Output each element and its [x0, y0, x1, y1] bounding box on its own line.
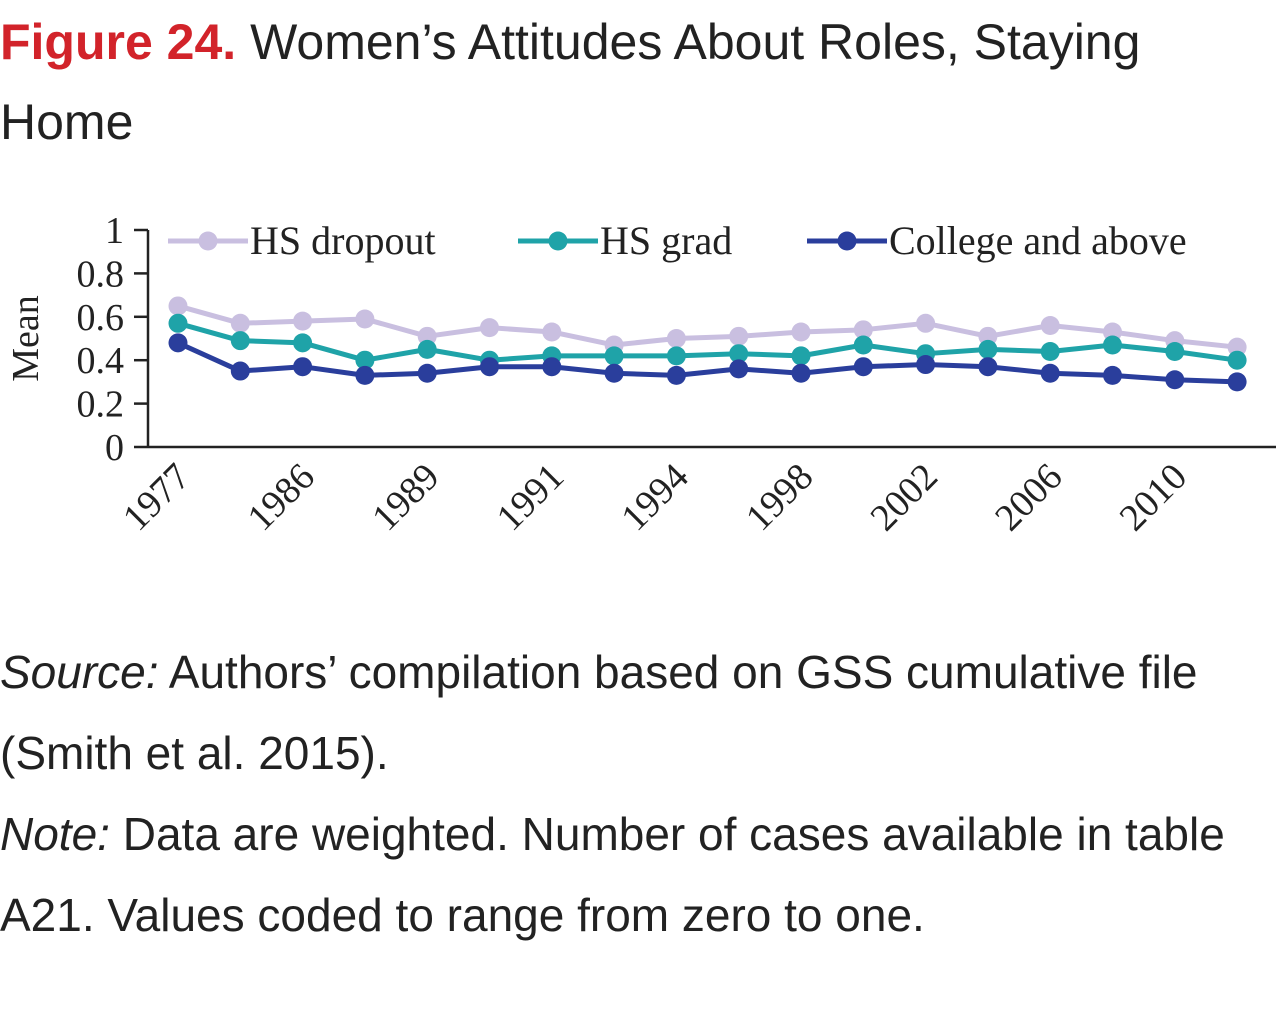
series-1-point-16 [1165, 342, 1185, 362]
series-2-point-12 [916, 355, 936, 375]
series-line-2 [176, 340, 1238, 385]
y-tick-label-3: 0.6 [77, 297, 125, 339]
series-2-point-10 [791, 363, 811, 383]
x-tick-label-8: 1994 [613, 456, 696, 539]
series-0-point-15 [1103, 322, 1122, 342]
legend-marker-1 [548, 231, 568, 251]
series-2-point-11 [853, 357, 873, 377]
series-1-point-7 [604, 346, 624, 366]
series-0-point-14 [1040, 315, 1060, 335]
y-tick-label-1: 0.2 [77, 384, 125, 426]
series-0-point-2 [293, 311, 313, 331]
figure-label: Figure 24. [0, 14, 237, 70]
x-tick-label-0: 1977 [115, 456, 198, 539]
series-2-point-1 [230, 361, 250, 381]
series-1-point-14 [1040, 342, 1060, 362]
series-0-point-11 [853, 320, 873, 340]
note-label: Note: [0, 808, 110, 860]
legend-label-2: College and above [889, 218, 1187, 263]
series-2-point-9 [729, 359, 749, 379]
source-label: Source: [0, 646, 159, 698]
x-tick-label-16: 2010 [1112, 456, 1195, 539]
series-2-point-3 [355, 365, 375, 385]
series-2-point-2 [293, 357, 313, 377]
source-text: Authors’ compilation based on GSS cumula… [0, 646, 1198, 779]
y-tick-label-4: 0.8 [77, 253, 125, 295]
y-tick-label-5: 1 [105, 210, 124, 252]
series-0-point-12 [916, 313, 936, 333]
series-0-point-1 [230, 313, 250, 333]
series-2-point-5 [480, 357, 499, 377]
x-tick-label-14: 2006 [987, 456, 1070, 539]
series-2-point-17 [1227, 372, 1247, 392]
series-1-point-10 [791, 346, 811, 366]
figure-title-text: Women’s Attitudes About Roles, Staying H… [0, 14, 1141, 150]
series-0-point-8 [666, 329, 686, 348]
figure-notes: Source: Authors’ compilation based on GS… [0, 632, 1260, 956]
series-1-point-15 [1103, 335, 1122, 355]
legend-marker-2 [837, 231, 857, 251]
series-2-point-16 [1165, 370, 1185, 390]
figure-title: Figure 24. Women’s Attitudes About Roles… [0, 2, 1240, 162]
series-2-point-7 [604, 363, 624, 383]
series-2-point-8 [666, 365, 686, 385]
series-1-point-11 [853, 335, 873, 355]
series-1-point-3 [355, 350, 375, 370]
series-0-point-0 [168, 296, 188, 316]
series-2-point-14 [1040, 363, 1060, 383]
series-0-point-9 [729, 326, 749, 346]
legend-marker-0 [198, 231, 218, 251]
note-text: Data are weighted. Number of cases avail… [0, 808, 1225, 941]
series-0-point-17 [1227, 337, 1247, 357]
series-1-point-13 [978, 339, 998, 359]
data-note: Note: Data are weighted. Number of cases… [0, 794, 1260, 956]
x-tick-label-10: 1998 [738, 456, 821, 539]
y-axis-title: Mean [5, 295, 47, 382]
series-0-point-10 [791, 322, 811, 342]
series-0-point-6 [542, 322, 562, 342]
y-tick-label-2: 0.4 [77, 340, 125, 382]
line-chart: 00.20.40.60.81 Mean 1977 1986 1989 1991 1994 19… [5, 210, 1276, 539]
x-tick-label-12: 2002 [863, 456, 946, 539]
series-line-0 [177, 303, 1238, 350]
series-1-point-9 [729, 344, 749, 364]
series-1-point-0 [168, 313, 188, 333]
legend-label-0: HS dropout [250, 218, 436, 263]
series-2-point-15 [1103, 365, 1122, 385]
y-tick-label-0: 0 [105, 427, 124, 469]
series-1-point-8 [666, 346, 686, 366]
series-1-point-1 [230, 331, 250, 351]
series-1-point-17 [1227, 350, 1247, 370]
series-1-point-2 [293, 333, 313, 353]
series-2-point-13 [978, 357, 998, 377]
source-note: Source: Authors’ compilation based on GS… [0, 632, 1260, 794]
x-tick-label-4: 1989 [364, 456, 447, 539]
series-line-1 [177, 320, 1238, 363]
x-tick-label-6: 1991 [489, 456, 572, 539]
series-0-point-5 [480, 318, 499, 338]
x-tick-label-2: 1986 [240, 456, 323, 539]
series-1-point-4 [417, 339, 437, 359]
series-2-point-6 [542, 357, 562, 377]
series-0-point-3 [355, 309, 375, 329]
series-0-point-13 [978, 326, 998, 346]
series-2-point-4 [417, 363, 437, 383]
legend-label-1: HS grad [600, 218, 732, 263]
series-2-point-0 [168, 333, 188, 353]
series-0-point-4 [417, 326, 437, 346]
